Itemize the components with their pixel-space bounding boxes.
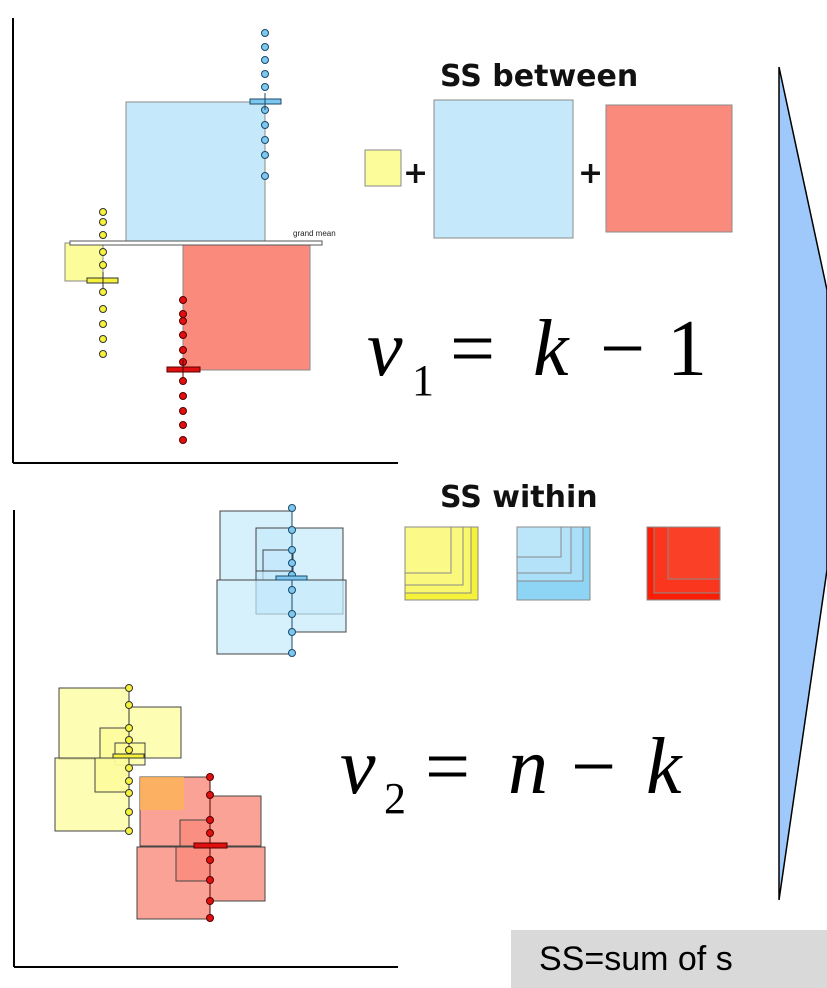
right-arrow-shape [778,66,827,901]
df-between-equation: v 1 = k − 1 [367,305,707,405]
blue-within-points [275,504,308,657]
svg-text:=: = [425,723,470,811]
yellow-data-points [99,208,107,358]
red-data-points [179,296,187,444]
grand-mean-label: grand mean [293,229,336,238]
df-within-equation: v 2 = n − k [340,723,683,823]
between-square-yellow [64,242,104,282]
svg-text:k: k [646,723,683,811]
bottom-panel: SS within v 2 = n − k [13,480,721,968]
yellow-within-points [112,684,145,835]
within-summary-red [646,526,721,601]
ss-within-heading: SS within [440,480,598,515]
within-summary-blue [516,526,591,601]
grand-mean-line [69,240,323,246]
svg-text:n: n [508,723,548,811]
top-panel: grand mean [12,18,733,464]
svg-text:v: v [340,723,376,811]
sum-square-red [605,104,733,233]
svg-text:1: 1 [667,305,707,393]
between-square-blue [125,101,266,243]
blue-within-squares [216,510,347,655]
sum-square-blue [433,99,574,239]
plus-sign-2: + [578,156,603,191]
yellow-within-squares [54,687,182,832]
svg-text:=: = [450,305,495,393]
blue-data-points [261,29,269,180]
within-summary-yellow [404,526,479,601]
svg-text:k: k [533,305,570,393]
ss-between-heading: SS between [440,59,638,94]
red-within-points [193,773,228,922]
svg-text:−: − [600,305,645,393]
orange-overlap [140,777,184,810]
sum-square-yellow [364,149,402,187]
svg-text:v: v [367,305,403,393]
svg-text:−: − [571,723,616,811]
svg-text:1: 1 [412,356,434,405]
between-square-red [182,242,311,371]
footer-note: SS=sum of s [511,930,827,988]
footer-text: SS=sum of s [539,940,733,978]
red-within-squares [136,776,266,920]
svg-text:2: 2 [384,774,406,823]
plus-sign-1: + [403,156,428,191]
